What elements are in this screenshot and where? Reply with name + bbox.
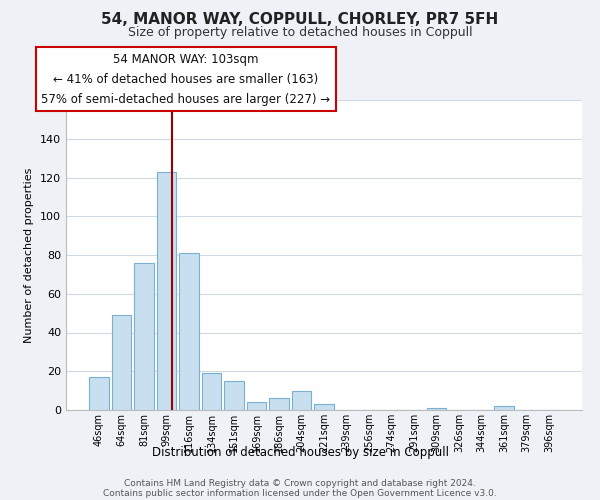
Bar [292, 390, 311, 410]
Bar [157, 172, 176, 410]
Bar [427, 408, 446, 410]
Y-axis label: Number of detached properties: Number of detached properties [25, 168, 34, 342]
Text: Contains public sector information licensed under the Open Government Licence v3: Contains public sector information licen… [103, 489, 497, 498]
Bar [247, 402, 266, 410]
Bar [202, 373, 221, 410]
Bar [494, 406, 514, 410]
Bar [314, 404, 334, 410]
Bar [269, 398, 289, 410]
Text: Size of property relative to detached houses in Coppull: Size of property relative to detached ho… [128, 26, 472, 39]
Text: 54, MANOR WAY, COPPULL, CHORLEY, PR7 5FH: 54, MANOR WAY, COPPULL, CHORLEY, PR7 5FH [101, 12, 499, 28]
Text: Contains HM Land Registry data © Crown copyright and database right 2024.: Contains HM Land Registry data © Crown c… [124, 480, 476, 488]
Text: Distribution of detached houses by size in Coppull: Distribution of detached houses by size … [151, 446, 449, 459]
Bar [134, 263, 154, 410]
Bar [112, 315, 131, 410]
Bar [179, 253, 199, 410]
Bar [224, 381, 244, 410]
Text: 54 MANOR WAY: 103sqm
← 41% of detached houses are smaller (163)
57% of semi-deta: 54 MANOR WAY: 103sqm ← 41% of detached h… [41, 52, 331, 106]
Bar [89, 377, 109, 410]
